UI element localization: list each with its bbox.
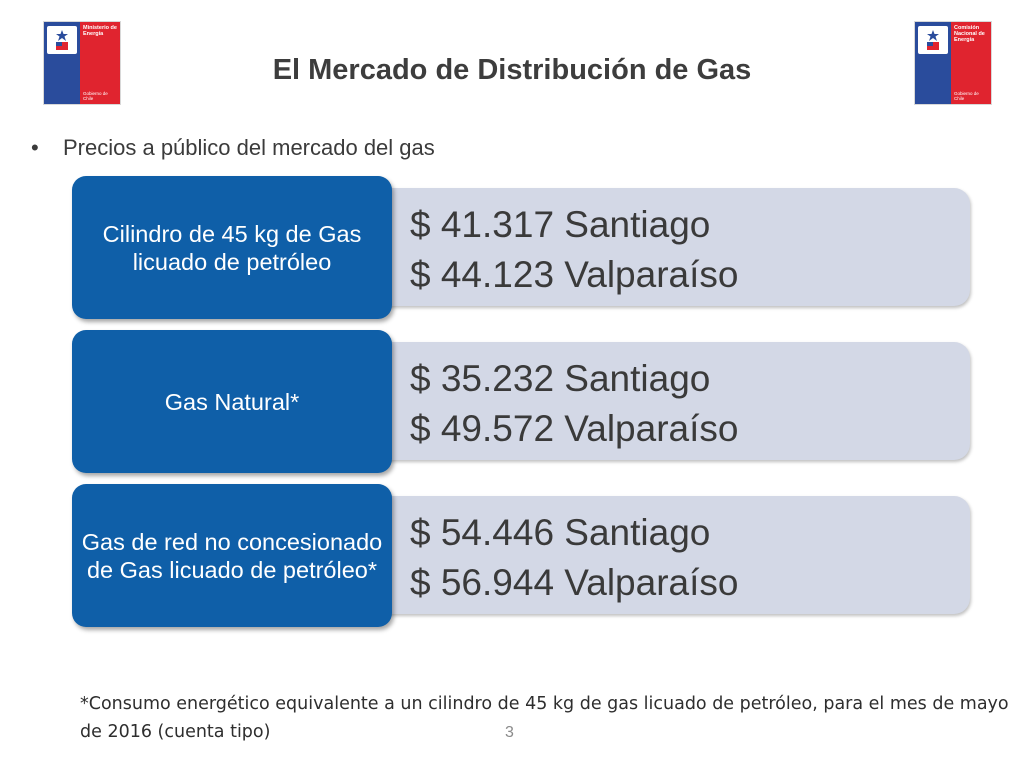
category-label: Cilindro de 45 kg de Gas licuado de petr… — [72, 176, 392, 319]
price-item-valparaiso: •$ 44.123 Valparaíso — [376, 250, 739, 300]
coat-of-arms-icon — [918, 26, 948, 54]
slide-title: El Mercado de Distribución de Gas — [272, 54, 752, 86]
logo-org-name: Comisión Nacional de Energía — [954, 25, 985, 43]
price-row-glp-cylinder: •$ 41.317 Santiago •$ 44.123 Valparaíso … — [72, 176, 972, 321]
logo-gov-name: Gobierno de Chile — [83, 91, 108, 101]
price-text: $ 44.123 Valparaíso — [410, 254, 739, 295]
price-text: $ 35.232 Santiago — [410, 358, 711, 399]
price-row-natural-gas: •$ 35.232 Santiago •$ 49.572 Valparaíso … — [72, 330, 972, 475]
bullet-glyph: • — [31, 135, 39, 160]
page-number: 3 — [505, 724, 514, 741]
price-row-network-glp: •$ 54.446 Santiago •$ 56.944 Valparaíso … — [72, 484, 972, 629]
footnote: *Consumo energético equivalente a un cil… — [80, 694, 1009, 742]
subtitle-text: Precios a público del mercado del gas — [63, 135, 435, 160]
price-text: $ 41.317 Santiago — [410, 204, 711, 245]
price-text: $ 56.944 Valparaíso — [410, 562, 739, 603]
logo-blue-band — [915, 22, 951, 104]
price-text: $ 54.446 Santiago — [410, 512, 711, 553]
price-item-santiago: •$ 41.317 Santiago — [376, 200, 738, 250]
price-item-santiago: •$ 54.446 Santiago — [376, 508, 738, 558]
logo-red-band: Comisión Nacional de Energía Gobierno de… — [951, 22, 991, 104]
price-panel: •$ 35.232 Santiago •$ 49.572 Valparaíso — [352, 342, 970, 460]
logo-red-band: Ministerio de Energía Gobierno de Chile — [80, 22, 120, 104]
price-list: •$ 41.317 Santiago •$ 44.123 Valparaíso — [376, 200, 739, 300]
price-list: •$ 54.446 Santiago •$ 56.944 Valparaíso — [376, 508, 739, 608]
logo-gov-name: Gobierno de Chile — [954, 91, 979, 101]
logo-org-name: Ministerio de Energía — [83, 25, 117, 37]
subtitle-bullet-item: • Precios a público del mercado del gas — [31, 135, 435, 161]
price-panel: •$ 54.446 Santiago •$ 56.944 Valparaíso — [352, 496, 970, 614]
price-item-valparaiso: •$ 56.944 Valparaíso — [376, 558, 739, 608]
logo-blue-band — [44, 22, 80, 104]
price-item-valparaiso: •$ 49.572 Valparaíso — [376, 404, 739, 454]
price-panel: •$ 41.317 Santiago •$ 44.123 Valparaíso — [352, 188, 970, 306]
comision-energia-logo: Comisión Nacional de Energía Gobierno de… — [915, 22, 991, 104]
coat-of-arms-icon — [47, 26, 77, 54]
price-text: $ 49.572 Valparaíso — [410, 408, 739, 449]
category-label: Gas Natural* — [72, 330, 392, 473]
ministerio-energia-logo: Ministerio de Energía Gobierno de Chile — [44, 22, 120, 104]
category-label: Gas de red no concesionado de Gas licuad… — [72, 484, 392, 627]
price-list: •$ 35.232 Santiago •$ 49.572 Valparaíso — [376, 354, 739, 454]
price-item-santiago: •$ 35.232 Santiago — [376, 354, 738, 404]
